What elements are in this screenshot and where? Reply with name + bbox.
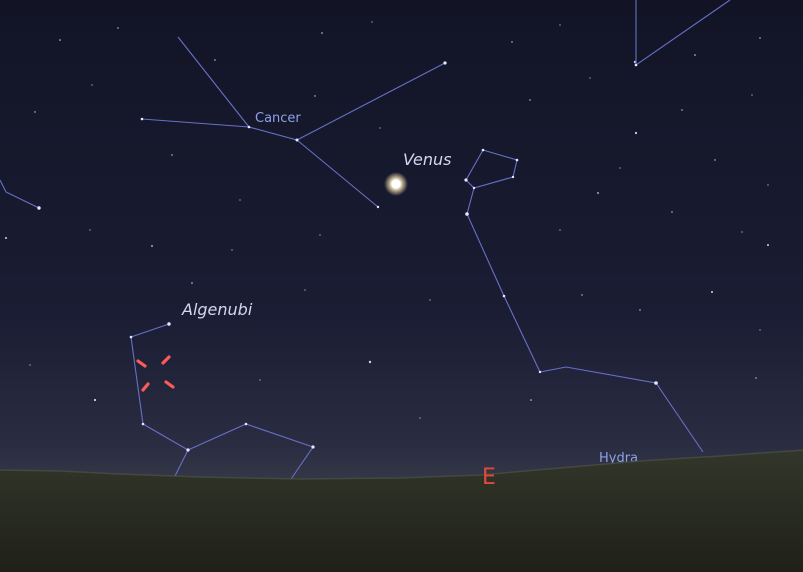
object-label-algenubi[interactable]: Algenubi [181,300,253,319]
selection-marker[interactable] [136,355,175,392]
constellation-label-cancer[interactable]: Cancer [255,111,301,126]
object-label-venus[interactable]: Venus [403,150,451,169]
constellation-lines-left [0,179,40,209]
ground-landscape [0,450,803,572]
background-stars [5,21,769,419]
cardinal-point-east: E [482,465,496,490]
horizon-haze [0,449,803,480]
constellation-stars [37,61,658,452]
constellation-lines-cancer [141,36,446,208]
venus-planet[interactable] [384,172,408,196]
